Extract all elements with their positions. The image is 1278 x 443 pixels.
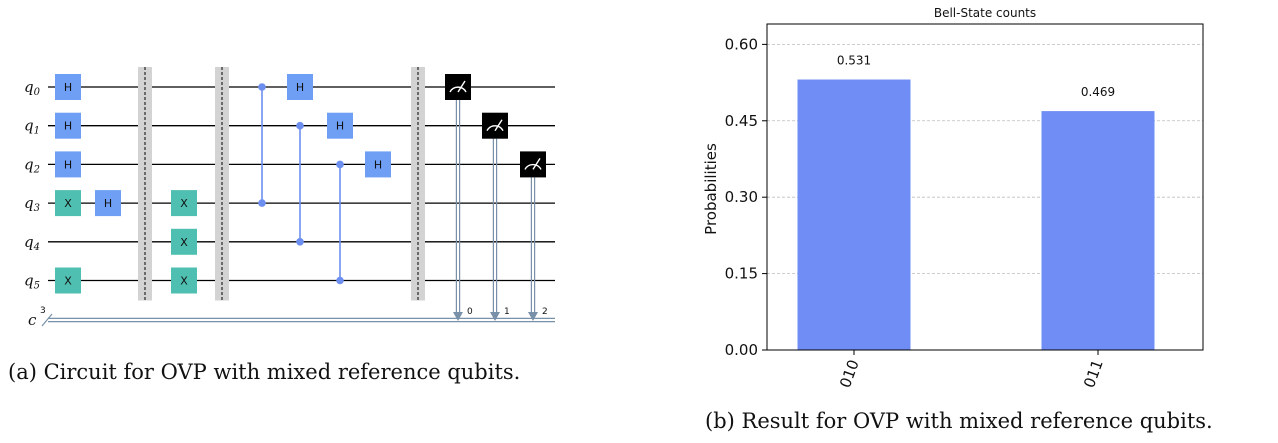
- y-tick-label: 0.15: [725, 265, 758, 283]
- classical-width-slash: [41, 313, 53, 327]
- cz-control-dot: [336, 160, 344, 169]
- circuit-caption: (a) Circuit for OVP with mixed reference…: [8, 360, 521, 384]
- h-gate: [55, 112, 81, 139]
- h-gate-label: H: [104, 197, 112, 210]
- meter-icon: [449, 86, 467, 93]
- cz-control-dot: [296, 238, 304, 246]
- bar-value-label: 0.531: [837, 54, 871, 68]
- h-gate-label: H: [64, 120, 72, 133]
- y-tick-label: 0.00: [725, 341, 758, 359]
- x-gate-label: X: [180, 275, 188, 288]
- h-gate: [55, 151, 81, 178]
- bell-state-bar-chart: Bell-State counts 0.00 0.15 0.30 0.45 0.60 0.5…: [702, 6, 1204, 390]
- y-axis-label: Probabilities: [702, 143, 720, 235]
- meter-needle-icon: [494, 119, 503, 132]
- measure-clbit-label: 0: [467, 307, 473, 317]
- cz-control-dot: [336, 276, 344, 285]
- y-tick-label: 0.45: [725, 112, 758, 130]
- x-tick-label: 011: [1080, 357, 1107, 390]
- measure-clbit-label: 1: [504, 307, 510, 317]
- x-gate: [171, 228, 197, 255]
- measure-arrow: [528, 312, 538, 321]
- meter-icon: [524, 163, 542, 170]
- bar-011: [1041, 111, 1155, 351]
- meter-needle-icon: [532, 158, 541, 170]
- cz-control-dot: [258, 83, 266, 91]
- x-gate-label: X: [180, 236, 188, 249]
- classical-width-label: 3: [40, 306, 46, 316]
- cz-control-dot: [258, 199, 266, 207]
- x-tick-label: 010: [836, 357, 863, 390]
- x-gate-label: X: [64, 275, 72, 288]
- h-gate: [55, 74, 81, 100]
- x-gate: [171, 267, 197, 294]
- x-gate: [55, 267, 81, 294]
- plot-frame: [766, 23, 1204, 351]
- h-gate: [95, 190, 121, 217]
- measure-arrow: [453, 312, 463, 321]
- measure-arrow: [490, 312, 500, 321]
- h-gate-label: H: [374, 158, 382, 171]
- chart-caption: (b) Result for OVP with mixed reference …: [705, 409, 1213, 433]
- y-tick-label: 0.30: [725, 188, 758, 206]
- x-gate-label: X: [180, 197, 188, 210]
- h-gate-label: H: [296, 81, 304, 94]
- h-gate-label: H: [336, 120, 344, 133]
- h-gate-label: H: [64, 81, 72, 94]
- h-gate: [287, 74, 313, 100]
- classical-label: c: [28, 311, 37, 329]
- meter-icon: [486, 125, 504, 132]
- bar-value-label: 0.469: [1081, 85, 1115, 99]
- y-tick-label: 0.60: [725, 35, 758, 53]
- meter-needle-icon: [457, 80, 466, 93]
- cz-control-dot: [296, 121, 304, 130]
- x-gate-label: X: [64, 197, 72, 210]
- x-gate: [55, 190, 81, 217]
- measure-clbit-label: 2: [542, 307, 548, 317]
- x-gate: [171, 190, 197, 217]
- h-gate: [327, 112, 353, 139]
- chart-title: Bell-State counts: [934, 6, 1036, 20]
- h-gate: [365, 151, 391, 178]
- bar-010: [797, 79, 911, 350]
- h-gate-label: H: [64, 158, 72, 171]
